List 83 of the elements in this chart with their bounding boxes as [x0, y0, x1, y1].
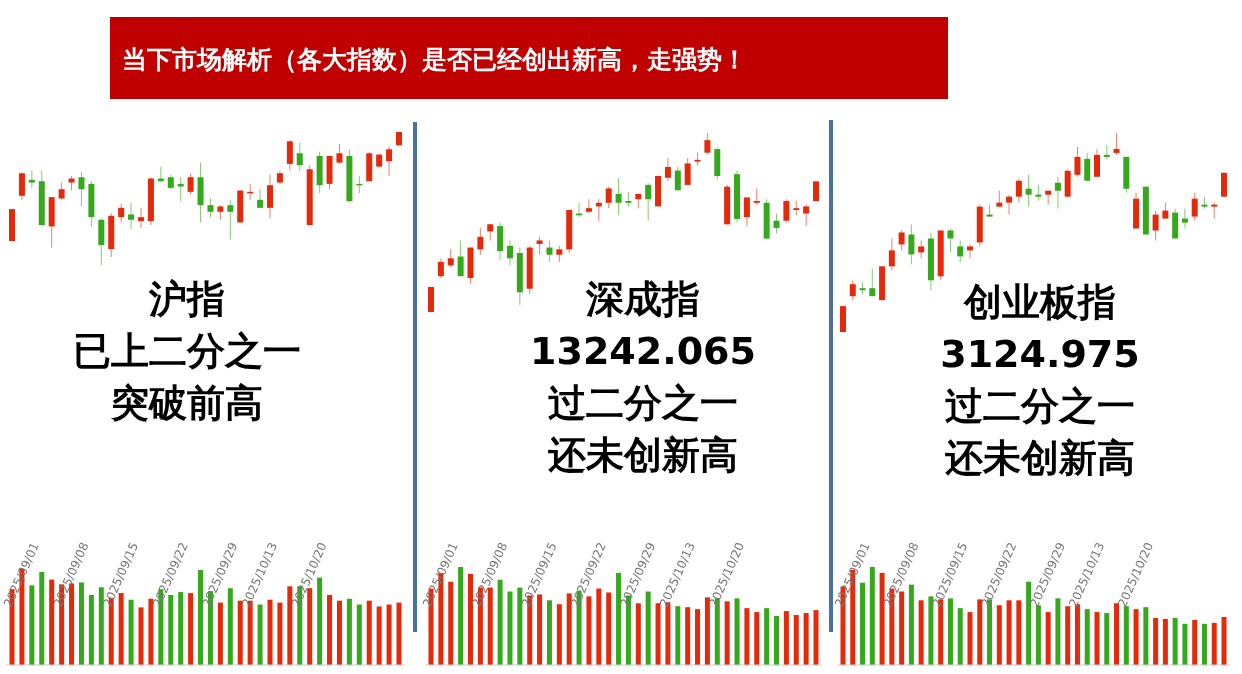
text: 13242.065: [530, 329, 756, 373]
bar: [376, 606, 382, 665]
bar: [517, 587, 523, 665]
bar: [1143, 607, 1149, 665]
bar: [918, 600, 924, 665]
bar: [957, 608, 963, 665]
bar: [793, 615, 799, 665]
bar: [1035, 605, 1041, 665]
candlestick: [753, 187, 760, 206]
bar: [774, 616, 780, 665]
candlestick: [967, 243, 973, 259]
bar: [556, 604, 562, 665]
text: 过二分之一: [945, 384, 1135, 428]
bar: [655, 603, 661, 665]
bar: [458, 567, 464, 665]
bar: [1221, 616, 1227, 665]
bar: [764, 608, 770, 665]
bar: [356, 604, 362, 665]
bar: [1114, 603, 1120, 665]
text: 突破前高: [110, 381, 263, 425]
bar: [744, 608, 750, 665]
bar: [336, 600, 342, 665]
bar: [566, 593, 572, 665]
bar: [675, 606, 681, 665]
bar: [1045, 612, 1051, 665]
bar: [783, 611, 789, 665]
bar: [88, 594, 94, 665]
bar: [327, 594, 333, 665]
text: 还未创新高: [548, 433, 738, 477]
bar: [1201, 623, 1207, 665]
bar: [869, 567, 875, 665]
bar: [138, 607, 144, 665]
text: 过二分之一: [548, 381, 738, 425]
bar: [277, 602, 283, 665]
bar: [967, 612, 973, 665]
bar: [237, 600, 243, 665]
bar: [1153, 617, 1159, 665]
bar: [386, 604, 392, 665]
bar: [879, 572, 885, 665]
bar: [704, 597, 710, 665]
bar: [148, 598, 154, 665]
bar: [1065, 606, 1071, 665]
bar: [1084, 609, 1090, 665]
text: 沪指: [148, 277, 225, 321]
bar: [1026, 581, 1032, 665]
bar: [1016, 600, 1022, 665]
bar: [803, 613, 809, 665]
bar: [366, 600, 372, 665]
bar: [467, 573, 473, 665]
bar: [198, 569, 204, 665]
bar: [1133, 609, 1139, 665]
bar: [287, 586, 293, 665]
text: 还未创新高: [945, 436, 1135, 480]
bar: [685, 607, 691, 665]
bar: [49, 579, 55, 665]
bar: [98, 587, 104, 665]
annotation: 深成指: [585, 277, 700, 321]
bar: [1182, 623, 1188, 665]
bar: [1172, 617, 1178, 665]
bar: [616, 572, 622, 665]
bar: [188, 593, 194, 665]
annotation: 3124.975: [940, 332, 1140, 376]
bar: [1192, 619, 1198, 665]
bar: [346, 598, 352, 665]
bar: [507, 591, 513, 665]
bar: [606, 592, 612, 665]
text: 当下市场解析（各大指数）是否已经创出新高，走强势！: [122, 45, 747, 74]
bar: [39, 571, 45, 665]
annotation: 创业板指: [963, 280, 1116, 324]
bar: [754, 612, 760, 665]
bar: [813, 610, 819, 665]
bar: [1211, 622, 1217, 665]
bar: [396, 602, 402, 665]
bar: [996, 605, 1002, 665]
candlestick: [585, 198, 592, 215]
text: 已上二分之一: [73, 329, 301, 373]
bar: [695, 609, 701, 665]
bar: [1162, 618, 1168, 665]
bar: [1123, 606, 1129, 665]
bar: [977, 599, 983, 665]
bar: [1094, 612, 1100, 665]
bar: [1104, 613, 1110, 665]
bar: [928, 596, 934, 665]
